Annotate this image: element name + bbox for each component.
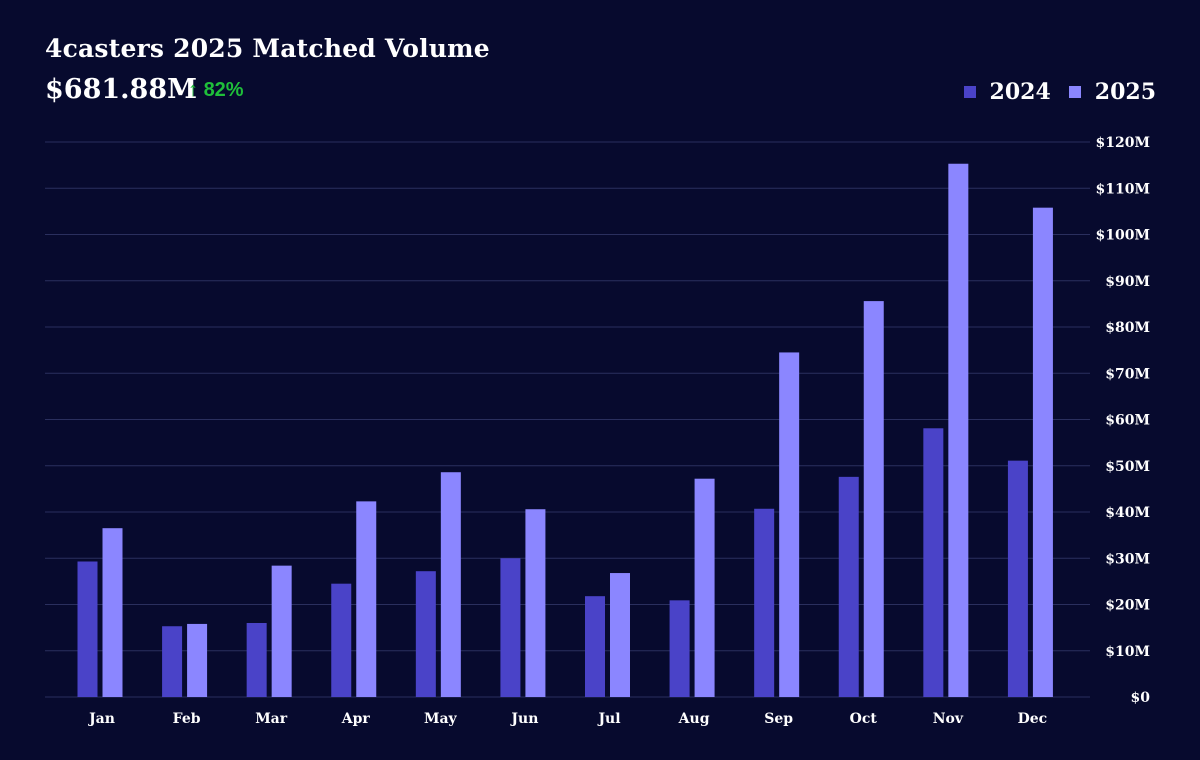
legend: 2024 2025 <box>946 79 1156 105</box>
bar-2024-nov <box>923 428 944 697</box>
change-indicator: ↑ 82% <box>188 79 244 102</box>
bar-2025-aug <box>694 478 715 697</box>
x-tick-label: Jun <box>509 711 538 727</box>
bar-2025-nov <box>948 163 969 698</box>
bar-2025-mar <box>271 565 292 697</box>
x-tick-label: Sep <box>764 711 793 727</box>
y-tick-label: $70M <box>1105 366 1150 382</box>
bar-2024-sep <box>754 508 775 697</box>
legend-label-2024: 2024 <box>989 79 1051 105</box>
y-tick-label: $100M <box>1096 228 1150 244</box>
change-percent: 82% <box>203 79 244 101</box>
y-tick-label: $30M <box>1105 551 1150 567</box>
bar-2024-jun <box>500 558 521 697</box>
legend-item-2025[interactable]: 2025 <box>1068 79 1156 105</box>
chart-title: 4casters 2025 Matched Volume <box>45 34 490 63</box>
x-tick-label: Oct <box>850 711 878 727</box>
legend-item-2024[interactable]: 2024 <box>963 79 1051 105</box>
bar-2025-apr <box>356 501 377 697</box>
x-tick-label: May <box>424 711 458 727</box>
legend-swatch-2024 <box>963 86 976 98</box>
x-tick-label: Mar <box>255 711 288 727</box>
y-tick-label: $60M <box>1105 413 1150 429</box>
x-tick-label: Apr <box>341 711 371 727</box>
x-tick-label: Jan <box>87 711 115 727</box>
x-tick-label: Nov <box>933 711 964 727</box>
y-tick-label: $80M <box>1105 320 1150 336</box>
y-tick-label: $0 <box>1131 690 1151 706</box>
legend-label-2025: 2025 <box>1094 79 1156 105</box>
bar-2024-oct <box>838 476 859 697</box>
bar-2025-jul <box>610 573 630 697</box>
bar-2025-may <box>440 472 461 697</box>
legend-swatch-2025 <box>1068 86 1081 98</box>
y-tick-label: $90M <box>1105 274 1150 290</box>
bar-2025-feb <box>187 623 208 697</box>
bar-2025-dec <box>1032 207 1053 698</box>
bar-2024-dec <box>1007 460 1028 697</box>
bar-2024-jan <box>77 561 98 697</box>
y-tick-label: $10M <box>1105 644 1150 660</box>
x-tick-label: Dec <box>1018 711 1048 727</box>
x-tick-label: Jul <box>596 711 620 727</box>
bar-2024-aug <box>669 600 690 697</box>
y-tick-label: $120M <box>1096 135 1150 151</box>
up-arrow-icon: ↑ <box>188 79 198 101</box>
total-volume: $681.88M <box>45 74 198 105</box>
bar-2024-feb <box>162 626 183 697</box>
bar-2024-apr <box>331 583 352 697</box>
bar-2025-oct <box>863 301 884 697</box>
y-tick-label: $20M <box>1105 598 1150 614</box>
bar-2025-jun <box>525 509 546 697</box>
x-tick-label: Feb <box>173 711 201 727</box>
bar-2025-jan <box>102 528 123 697</box>
bar-2024-mar <box>246 623 267 697</box>
y-tick-label: $50M <box>1105 459 1150 475</box>
y-tick-label: $110M <box>1096 181 1150 197</box>
bar-2024-may <box>415 571 436 697</box>
bar-2025-sep <box>779 352 800 697</box>
x-tick-label: Aug <box>678 711 710 727</box>
y-tick-label: $40M <box>1105 505 1150 521</box>
bar-2024-jul <box>585 596 605 697</box>
